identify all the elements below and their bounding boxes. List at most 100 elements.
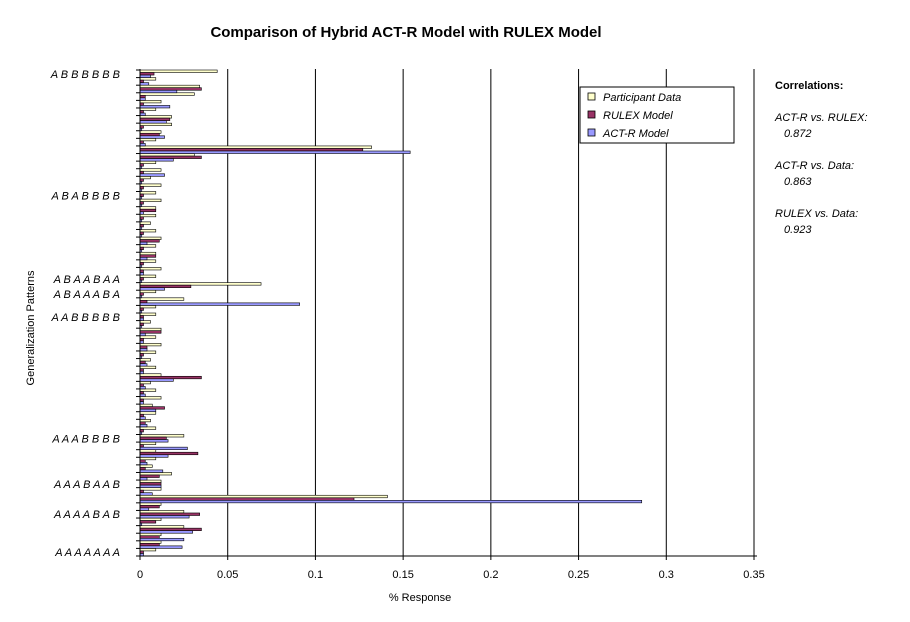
bar-rulex-model [139,383,144,387]
bar-participant-data [139,540,162,544]
bar-rulex-model [139,451,199,456]
bar-participant-data [139,320,151,324]
y-tick-label: A A A A B A B [53,509,120,521]
bar-rulex-model [139,208,157,213]
bar-participant-data [139,297,185,301]
bar-act-r-model [139,211,144,215]
bar-rulex-model [139,459,146,463]
bar-participant-data [139,388,157,392]
bar-rulex-model [139,148,364,152]
bar-rulex-model [139,467,146,471]
bar-participant-data [139,221,151,225]
bar-rulex-model [139,512,200,516]
bar-participant-data [139,122,172,126]
bar-rulex-model [139,330,162,334]
bar-rulex-model [139,300,148,304]
bar-participant-data [139,183,162,187]
bar-rulex-model [139,125,144,129]
bar-act-r-model [139,158,174,162]
bar-act-r-model [139,143,146,147]
bar-rulex-model [139,368,144,372]
bar-participant-data [139,532,162,537]
bar-participant-data [139,213,157,218]
bar-participant-data [139,381,151,385]
bar-rulex-model [139,132,160,137]
x-axis-title: % Response [389,592,451,604]
bar-participant-data [139,107,157,111]
bar-participant-data [139,229,157,233]
bar-rulex-model [139,520,157,524]
bar-rulex-model [139,292,144,296]
bar-act-r-model [139,363,148,367]
bar-participant-data [139,434,185,438]
bar-act-r-model [139,97,146,101]
bar-act-r-model [139,173,165,177]
bar-act-r-model [139,150,411,154]
legend-swatch-actr [587,128,596,137]
bar-participant-data [139,494,388,499]
bar-act-r-model [139,507,150,511]
bar-participant-data [139,138,157,142]
bar-act-r-model [139,537,185,542]
y-tick-label: A B A A A B A [53,289,120,301]
bar-rulex-model [139,391,144,395]
bar-rulex-model [139,262,144,266]
correlations-heading: Correlations: [775,80,843,92]
bar-participant-data [139,510,185,514]
bar-act-r-model [139,530,193,534]
legend-label-participant: Participant Data [603,92,681,104]
bar-participant-data [139,267,162,271]
bar-participant-data [139,335,157,339]
bar-participant-data [139,251,157,256]
bar-participant-data [139,244,157,248]
bar-rulex-model [139,436,167,440]
bar-act-r-model [139,545,183,549]
bar-rulex-model [139,543,160,547]
x-tick-label: 0.35 [743,569,764,581]
x-tick-label: 0.15 [392,569,413,581]
bar-rulex-model [139,284,192,288]
bar-participant-data [139,100,162,104]
correlations-panel: Correlations: ACT-R vs. RULEX: 0.872 ACT… [774,80,868,236]
bar-participant-data [139,191,157,195]
bar-act-r-model [139,82,150,86]
bar-rulex-model [139,277,144,281]
bar-participant-data [139,206,157,210]
bars [139,69,643,557]
bar-participant-data [139,130,162,134]
bar-act-r-model [139,370,144,375]
x-tick-label: 0.05 [217,569,238,581]
bar-rulex-model [139,216,144,220]
bar-rulex-model [139,87,202,91]
legend-swatch-rulex [587,110,596,119]
y-tick-label: A A A A A A A [54,547,120,559]
bar-act-r-model [139,348,148,352]
bar-participant-data [139,525,185,529]
bar-act-r-model [139,105,171,109]
y-tick-label: A A B B B B B [51,312,120,324]
bar-rulex-model [139,72,155,76]
bar-rulex-model [139,315,144,319]
bar-participant-data [139,517,162,521]
bar-participant-data [139,472,172,476]
bar-act-r-model [139,302,300,306]
bar-participant-data [139,92,195,96]
correlation-actr-rulex-value: 0.872 [784,128,812,140]
bar-participant-data [139,449,157,453]
bar-rulex-model [139,201,144,205]
bar-participant-data [139,487,162,491]
bar-rulex-model [139,140,144,144]
bar-rulex-model [139,110,144,114]
legend-label-actr: ACT-R Model [602,128,669,140]
bar-act-r-model [139,492,153,496]
bar-act-r-model [139,454,169,458]
bar-participant-data [139,403,153,407]
bar-rulex-model [139,224,144,228]
bar-rulex-model [139,353,144,357]
bar-rulex-model [139,231,144,235]
bar-act-r-model [139,257,148,261]
bar-rulex-model [139,269,144,273]
legend-label-rulex: RULEX Model [603,110,673,122]
bar-act-r-model [139,135,165,139]
